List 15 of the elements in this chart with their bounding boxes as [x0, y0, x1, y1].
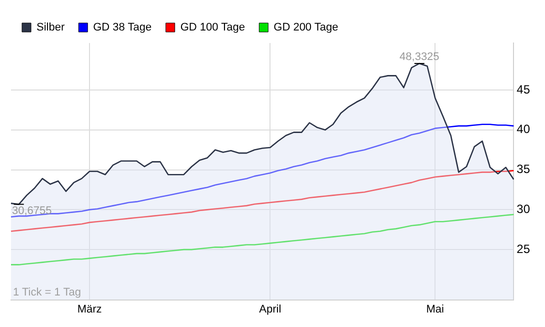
legend-label: GD 100 Tage: [180, 22, 245, 34]
y-tick-label: 30: [516, 202, 530, 216]
y-tick-label: 25: [516, 242, 530, 256]
x-tick-label: Mai: [426, 303, 444, 316]
y-tick-label: 35: [516, 162, 530, 176]
data-label: 30,6755: [12, 204, 52, 217]
legend-label: Silber: [36, 22, 65, 34]
x-tick-label: März: [77, 303, 102, 316]
x-tick-label: April: [259, 303, 282, 316]
y-tick-label: 45: [516, 82, 530, 96]
y-tick-label: 40: [516, 122, 530, 136]
legend-label: GD 200 Tage: [274, 22, 338, 34]
legend-label: GD 38 Tage: [93, 22, 152, 34]
annotation: 1 Tick = 1 Tag: [13, 286, 81, 298]
data-label: 48,3325: [400, 51, 440, 64]
